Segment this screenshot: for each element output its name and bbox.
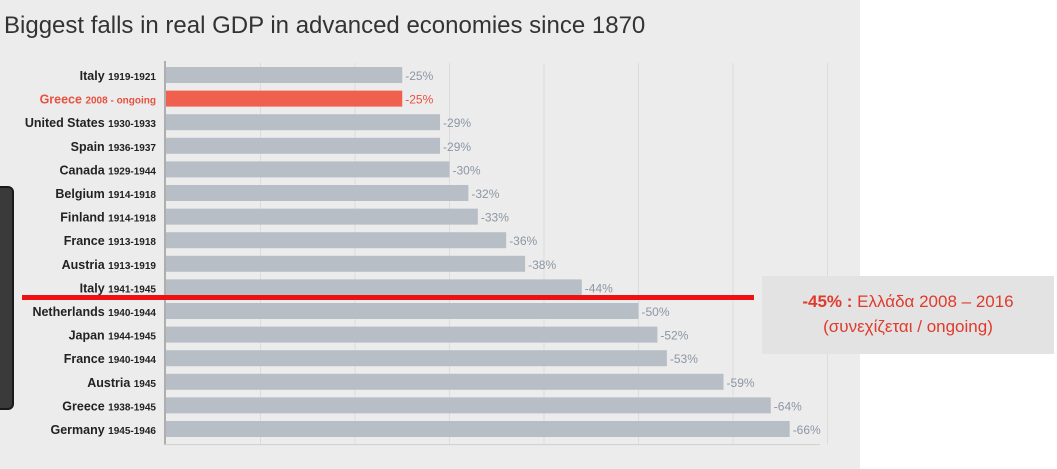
data-label: -25%: [405, 69, 433, 83]
bar: [166, 185, 469, 201]
annotation-line-1: -45% : Ελλάδα 2008 – 2016: [802, 290, 1013, 315]
annotation-threshold-line: [22, 295, 754, 300]
category-label: France 1940-1944: [64, 352, 157, 366]
category-name: France: [64, 234, 108, 248]
category-years: 2008 - ongoing: [85, 96, 156, 107]
category-label: Greece 1938-1945: [62, 399, 156, 413]
category-name: France: [64, 352, 108, 366]
bar: [166, 208, 478, 225]
data-label: -32%: [471, 187, 499, 201]
category-label: Italy 1941-1945: [80, 281, 157, 295]
data-label: -30%: [453, 163, 481, 177]
category-years: 1940-1944: [108, 308, 156, 319]
data-label: -66%: [793, 423, 821, 437]
annotation-box: -45% : Ελλάδα 2008 – 2016 (συνεχίζεται /…: [762, 276, 1054, 354]
data-label: -33%: [481, 211, 509, 225]
side-bracket-bar: [0, 186, 14, 410]
category-name: Spain: [71, 140, 109, 154]
bar: [166, 232, 507, 249]
annotation-subtext: (συνεχίζεται / ongoing): [823, 317, 993, 336]
category-name: Belgium: [55, 187, 108, 201]
bar: [166, 350, 667, 367]
category-name: Germany: [51, 423, 109, 437]
data-label: -59%: [727, 376, 755, 390]
bar: [166, 326, 658, 343]
category-name: Austria: [87, 376, 134, 390]
data-label: -25%: [405, 93, 433, 107]
annotation-text: Ελλάδα 2008 – 2016: [857, 292, 1014, 312]
data-label: -36%: [509, 234, 537, 248]
category-name: United States: [25, 116, 108, 130]
data-label: -44%: [585, 281, 613, 295]
category-name: Finland: [60, 211, 108, 225]
category-name: Canada: [60, 163, 109, 177]
bar: [166, 114, 441, 131]
category-label: Belgium 1914-1918: [55, 187, 156, 201]
bar: [166, 279, 582, 296]
bar: [166, 67, 403, 83]
category-label: Finland 1914-1918: [60, 211, 156, 225]
bar: [166, 255, 526, 272]
bar: [166, 397, 771, 414]
category-label: Greece 2008 - ongoing: [40, 93, 156, 107]
category-years: 1944-1945: [108, 332, 156, 343]
data-label: -29%: [443, 116, 471, 130]
category-name: Italy: [80, 281, 109, 295]
category-years: 1945: [134, 379, 157, 390]
bar: [166, 161, 450, 178]
category-name: Greece: [62, 399, 108, 413]
bar: [166, 421, 790, 437]
category-years: 1914-1918: [108, 190, 156, 201]
category-label: France 1913-1918: [64, 234, 157, 248]
chart-title: Biggest falls in real GDP in advanced ec…: [4, 12, 646, 39]
data-label: -53%: [670, 352, 698, 366]
category-years: 1940-1944: [108, 355, 156, 366]
bar: [166, 90, 403, 107]
category-name: Netherlands: [32, 305, 108, 319]
bar: [166, 373, 724, 390]
category-years: 1945-1946: [108, 426, 156, 437]
category-years: 1914-1918: [108, 214, 156, 225]
category-years: 1913-1919: [108, 261, 156, 272]
category-years: 1938-1945: [108, 402, 156, 413]
category-name: Japan: [69, 329, 109, 343]
category-label: Spain 1936-1937: [71, 140, 157, 154]
data-label: -29%: [443, 140, 471, 154]
category-years: 1936-1937: [108, 143, 156, 154]
category-name: Greece: [40, 93, 86, 107]
category-label: Netherlands 1940-1944: [32, 305, 156, 319]
category-name: Italy: [80, 69, 109, 83]
annotation-value: -45% :: [802, 292, 853, 312]
category-label: Canada 1929-1944: [60, 163, 157, 177]
category-years: 1930-1933: [108, 119, 156, 130]
data-label: -64%: [774, 399, 802, 413]
category-label: Japan 1944-1945: [69, 329, 157, 343]
data-label: -38%: [528, 258, 556, 272]
category-label: Austria 1913-1919: [62, 258, 157, 272]
category-label: Italy 1919-1921: [80, 69, 157, 83]
category-years: 1941-1945: [108, 284, 156, 295]
data-label: -50%: [642, 305, 670, 319]
category-label: Austria 1945: [87, 376, 156, 390]
category-label: United States 1930-1933: [25, 116, 157, 130]
category-name: Austria: [62, 258, 109, 272]
category-years: 1919-1921: [108, 72, 156, 83]
category-label: Germany 1945-1946: [51, 423, 157, 437]
category-years: 1913-1918: [108, 237, 156, 248]
bar: [166, 137, 441, 154]
data-label: -52%: [660, 329, 688, 343]
bar: [166, 303, 639, 319]
category-years: 1929-1944: [108, 166, 156, 177]
